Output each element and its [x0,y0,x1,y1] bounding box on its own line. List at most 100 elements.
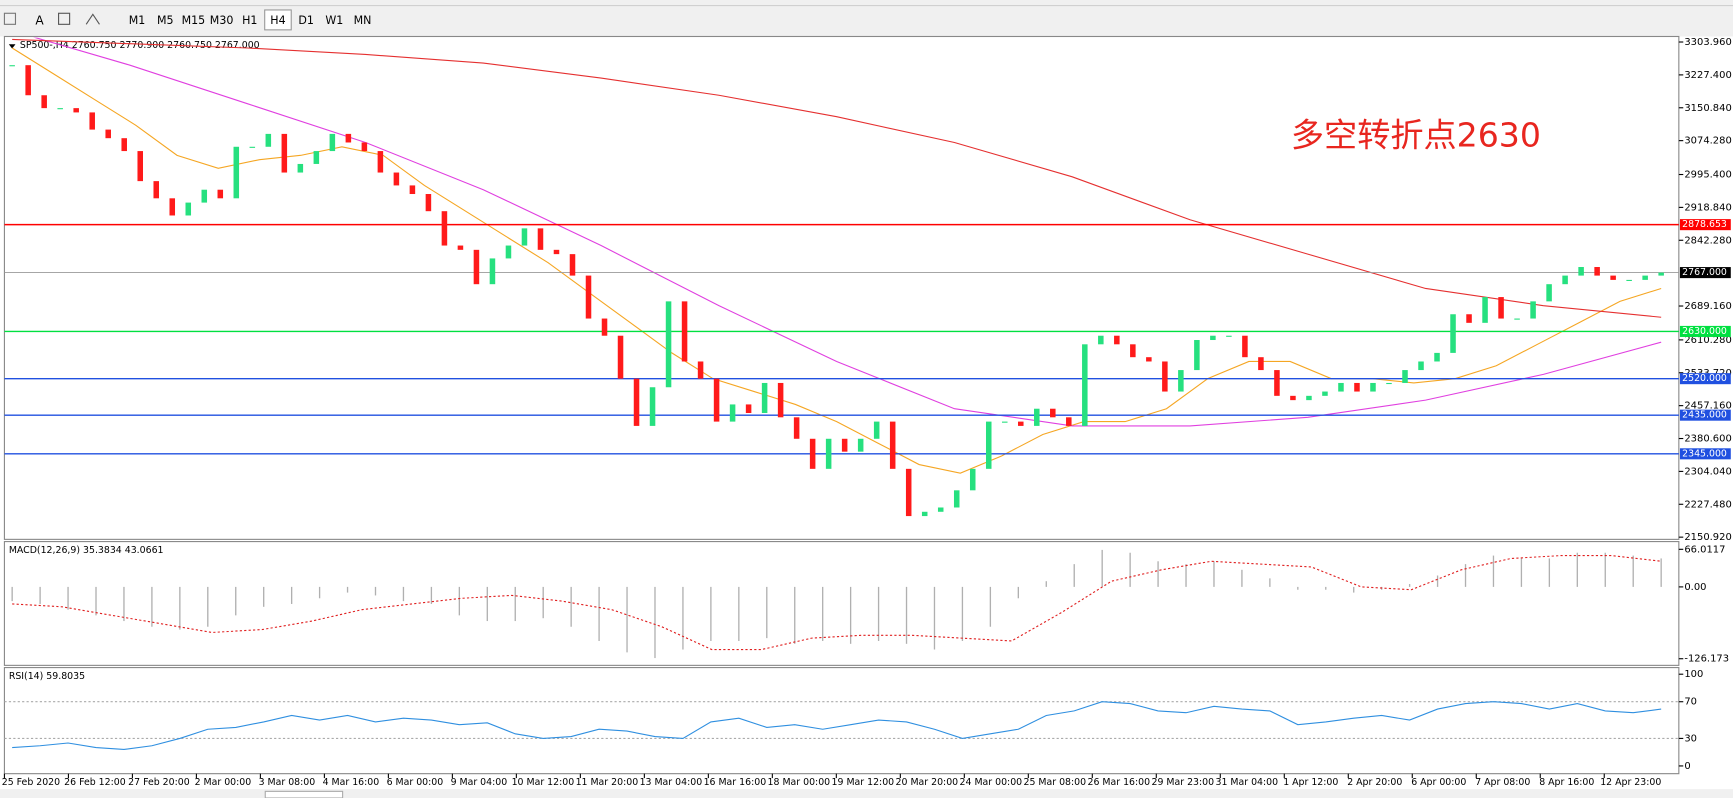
candle [585,275,592,319]
objects-icon[interactable] [85,13,100,25]
candle [1418,361,1424,371]
timeframe-label[interactable]: M15 [182,14,206,27]
candle [1322,391,1328,396]
macd-bar [67,586,69,610]
macd-bar [1297,586,1299,590]
candle [1066,417,1072,426]
macd-bar [682,586,684,650]
candle [665,301,672,388]
level-label-box [1679,219,1731,231]
y-tick-label: -126.173 [1684,654,1729,665]
menu-icon[interactable] [3,12,17,25]
timeframe-label[interactable]: M5 [157,14,174,27]
macd-bar [486,586,488,622]
x-tick-label: 8 Apr 16:00 [1539,777,1594,788]
timeframe-label[interactable]: M30 [210,14,234,27]
x-tick-label: 24 Mar 00:00 [960,777,1023,788]
timeframe-button[interactable] [264,9,292,31]
macd-bar [1464,564,1467,587]
candle [601,318,608,336]
candle [297,163,304,173]
timeframe-label[interactable]: M1 [129,14,146,27]
candle [137,151,143,182]
macd-bar [346,586,349,593]
timeframe-bar: M1 M5 M15 M30 H1 H4 D1 W1 MN [129,9,372,31]
x-tick-label: 25 Feb 2020 [2,777,60,788]
macd-bar [849,586,852,644]
timeframe-label[interactable]: W1 [325,14,343,27]
candle [1450,314,1456,353]
candle [1258,357,1264,371]
candle [1386,382,1392,385]
macd-bar [39,586,41,604]
candle [217,189,224,199]
candle [409,185,416,195]
candle [473,249,480,285]
macd-bar [989,586,992,627]
macd-bar [1325,586,1327,590]
level-label-box [1679,409,1731,421]
macd-bar [1576,552,1578,587]
timeframe-label[interactable]: MN [354,14,372,27]
y-tick-label: 3150.840 [1684,103,1731,114]
x-tick-label: 13 Mar 04:00 [640,777,703,788]
candle [1114,335,1120,345]
x-tick-label: 18 Mar 00:00 [768,777,831,788]
candle [89,112,95,130]
candle [249,146,256,148]
timeframe-label[interactable]: D1 [298,14,314,27]
chart-tab[interactable] [264,790,344,798]
x-tick-label: 12 Apr 23:00 [1600,777,1661,788]
level-label-box [1679,267,1731,279]
macd-bar [179,586,181,630]
candle [233,146,240,199]
x-tick-label: 7 Apr 08:00 [1475,777,1530,788]
x-tick-label: 2 Mar 00:00 [195,777,252,788]
timeframe-label[interactable]: H1 [242,14,257,27]
candle [1642,275,1648,280]
macd-bar [542,586,544,619]
macd-bar [1492,555,1495,587]
candle [441,211,448,246]
main-pane [3,35,1680,540]
macd-bar [1157,561,1159,587]
candle [1562,275,1568,285]
macd-bar [290,586,293,604]
candle [857,438,864,452]
macd-bar [514,586,516,622]
candle [633,378,640,426]
macd-bar [1408,584,1411,587]
macd-bar [263,586,265,607]
candle [569,254,576,276]
candle [1466,314,1472,323]
y-tick-label: 2995.400 [1684,170,1731,181]
macd-bar [1520,558,1523,587]
candle [1626,279,1632,281]
y-tick-label: 70 [1684,697,1697,708]
x-tick-label: 1 Apr 12:00 [1283,777,1338,788]
level-label: 2767.000 [1682,267,1727,278]
text-label-icon[interactable] [58,12,71,25]
candle [969,468,976,491]
candle [777,382,784,418]
macd-bar [1604,552,1606,587]
macd-bar [1129,552,1131,587]
x-tick-label: 4 Mar 16:00 [323,777,380,788]
candle [281,133,288,173]
candle [1210,335,1216,341]
candle [1402,370,1408,383]
macd-bar [1017,586,1019,599]
candle [1530,301,1536,319]
macd-bar [570,586,572,627]
macd-bar [654,586,656,659]
timeframe-label[interactable]: H4 [270,14,285,27]
candle [457,245,464,250]
text-tool-icon[interactable]: A [35,14,44,28]
candle [1018,421,1024,426]
macd-bar [1269,578,1271,587]
y-tick-label: 3227.400 [1684,70,1731,81]
macd-bar [1353,586,1355,593]
macd-bar [822,586,824,641]
y-tick-label: 100 [1684,669,1703,680]
